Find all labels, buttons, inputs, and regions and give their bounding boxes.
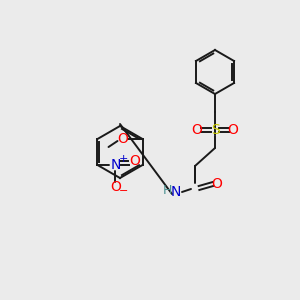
Text: S: S: [211, 123, 219, 137]
Text: O: O: [228, 123, 238, 137]
Text: N: N: [110, 158, 121, 172]
Text: N: N: [171, 185, 181, 199]
Text: +: +: [119, 154, 128, 164]
Text: O: O: [192, 123, 203, 137]
Text: O: O: [117, 132, 128, 146]
Text: O: O: [129, 154, 140, 168]
Text: H: H: [162, 184, 172, 196]
Text: O: O: [212, 177, 222, 191]
Text: O: O: [110, 180, 121, 194]
Text: −: −: [119, 186, 128, 196]
